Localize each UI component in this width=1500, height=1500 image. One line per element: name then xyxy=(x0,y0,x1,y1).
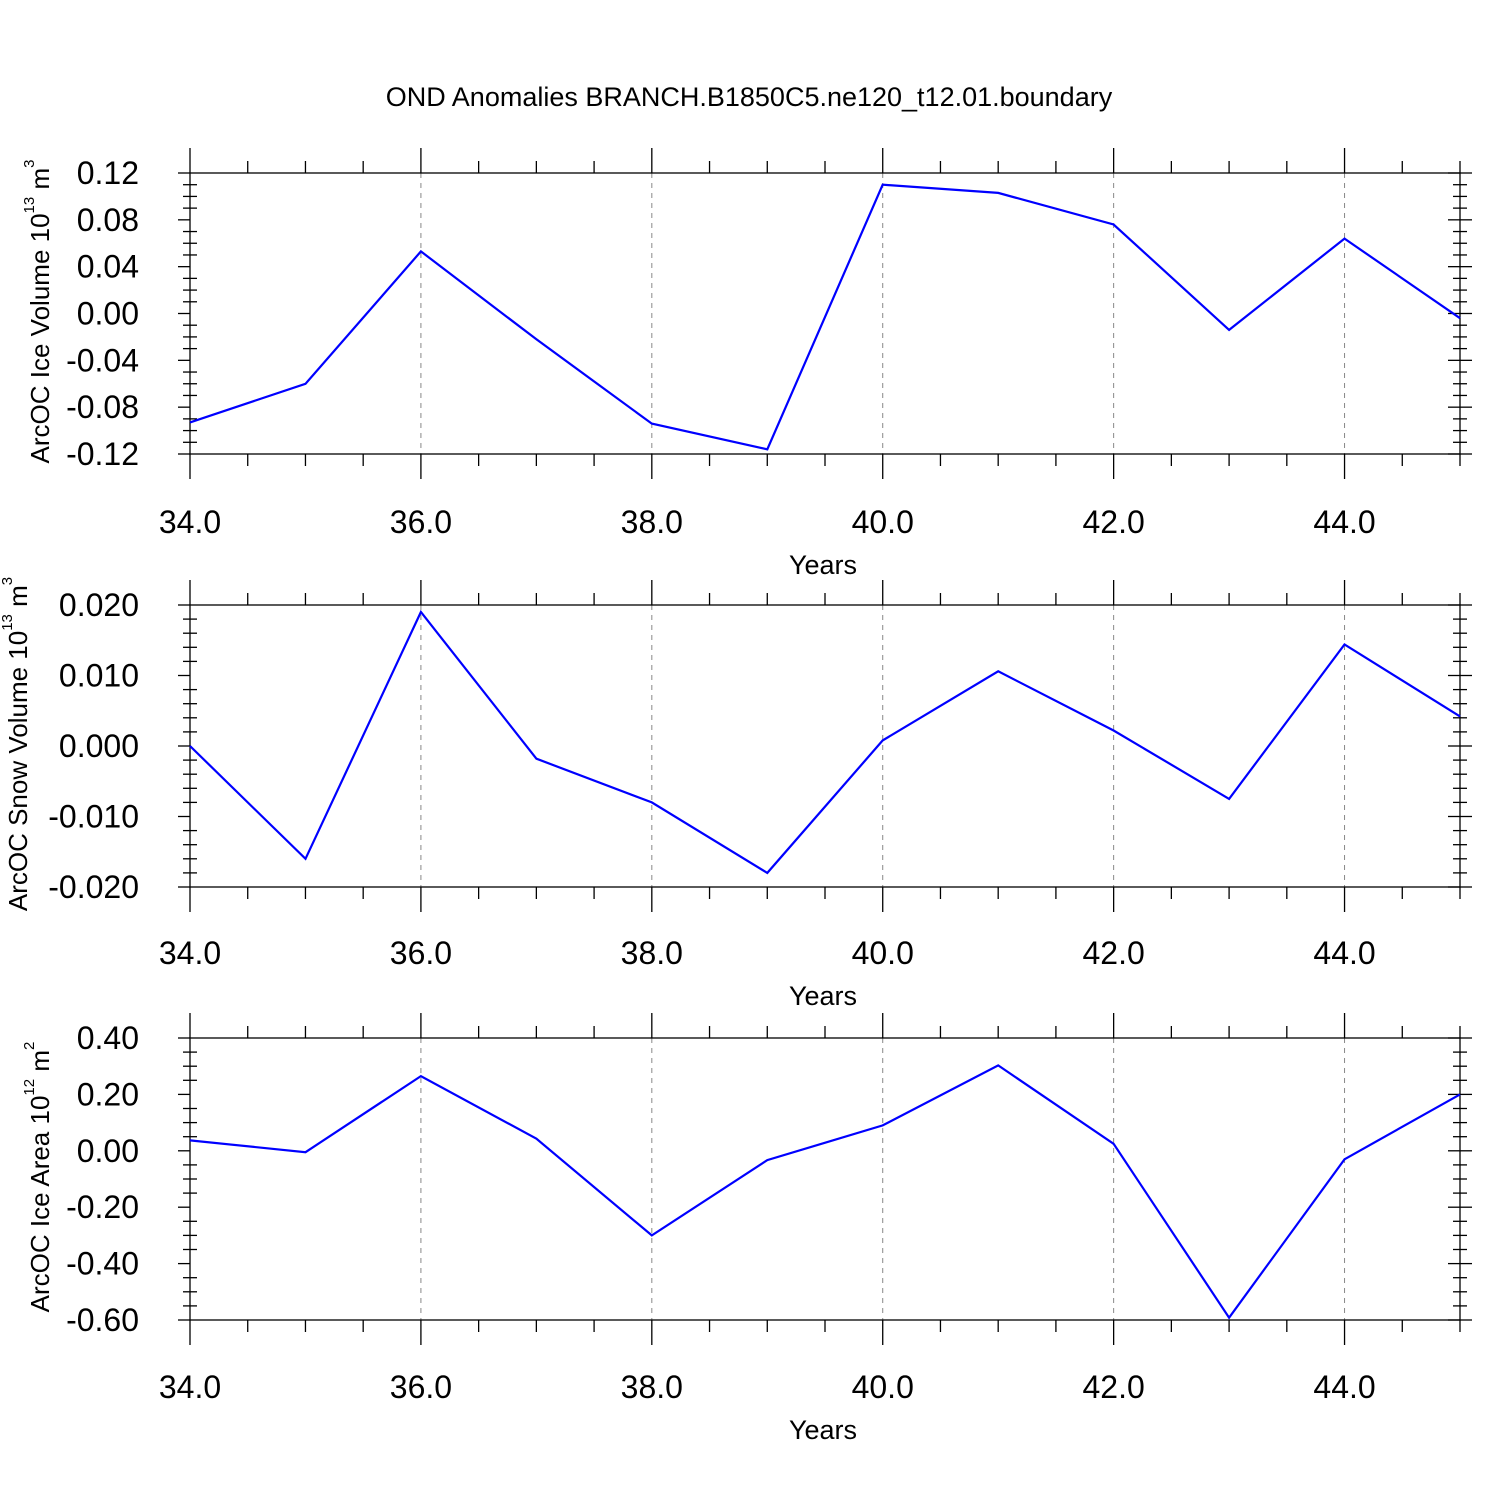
y-axis-label: ArcOC Ice Area 1012 m2 xyxy=(21,1042,55,1313)
x-axis-label: Years xyxy=(789,1415,857,1445)
x-tick-label: 42.0 xyxy=(1082,504,1144,540)
x-tick-label: 36.0 xyxy=(390,504,452,540)
y-tick-label: 0.40 xyxy=(77,1020,139,1056)
panel-2: 34.0 36.0 38.0 40.0 42.0 44.0 -0.020 -0.010 0.00… xyxy=(0,577,1472,1011)
x-tick-label: 42.0 xyxy=(1082,1369,1144,1405)
y-tick-label: 0.00 xyxy=(77,1133,139,1169)
x-tick-label: 38.0 xyxy=(621,504,683,540)
y-tick-label: -0.20 xyxy=(66,1189,139,1225)
panel-3: 34.0 36.0 38.0 40.0 42.0 44.0 -0.60 -0.40 -0.20 0… xyxy=(21,1013,1472,1445)
series-line xyxy=(189,183,1461,451)
y-tick-label: -0.08 xyxy=(66,389,139,425)
x-tick-label: 34.0 xyxy=(159,504,221,540)
x-tick-label: 42.0 xyxy=(1082,935,1144,971)
x-tick-label: 38.0 xyxy=(621,1369,683,1405)
x-tick-label: 40.0 xyxy=(852,1369,914,1405)
plot-frame xyxy=(189,172,1461,455)
y-tick-label: -0.12 xyxy=(66,436,139,472)
x-tick-label: 40.0 xyxy=(852,935,914,971)
y-axis-label: ArcOC Ice Volume 1013 m3 xyxy=(21,160,55,464)
y-tick-label: -0.60 xyxy=(66,1302,139,1338)
chart-title: OND Anomalies BRANCH.B1850C5.ne120_t12.0… xyxy=(386,82,1113,112)
y-tick-label: -0.04 xyxy=(66,342,139,378)
y-tick-label: 0.00 xyxy=(77,296,139,332)
y-axis-label: ArcOC Snow Volume 1013 m3 xyxy=(0,577,33,911)
x-tick-label: 36.0 xyxy=(390,935,452,971)
x-tick-label: 44.0 xyxy=(1313,1369,1375,1405)
x-tick-label: 44.0 xyxy=(1313,504,1375,540)
y-tick-label: 0.12 xyxy=(77,155,139,191)
series-line xyxy=(189,1064,1461,1320)
y-tick-label: -0.010 xyxy=(48,799,139,835)
x-tick-label: 44.0 xyxy=(1313,935,1375,971)
y-tick-label: 0.020 xyxy=(59,587,139,623)
x-tick-label: 34.0 xyxy=(159,935,221,971)
y-tick-label: 0.04 xyxy=(77,249,139,285)
x-axis-label: Years xyxy=(789,981,857,1011)
series-line xyxy=(189,609,1461,875)
x-tick-label: 40.0 xyxy=(852,504,914,540)
y-tick-label: 0.08 xyxy=(77,202,139,238)
x-tick-label: 34.0 xyxy=(159,1369,221,1405)
y-tick-label: -0.020 xyxy=(48,869,139,905)
y-tick-label: 0.20 xyxy=(77,1076,139,1112)
y-tick-label: 0.000 xyxy=(59,728,139,764)
y-tick-label: -0.40 xyxy=(66,1246,139,1282)
y-tick-label: 0.010 xyxy=(59,658,139,694)
x-tick-label: 36.0 xyxy=(390,1369,452,1405)
panel-1: 34.0 36.0 38.0 40.0 42.0 44.0 -0.12 -0.08 -0.04 0… xyxy=(21,148,1472,580)
plot-frame xyxy=(189,1037,1461,1321)
x-axis-label: Years xyxy=(789,550,857,580)
x-tick-label: 38.0 xyxy=(621,935,683,971)
